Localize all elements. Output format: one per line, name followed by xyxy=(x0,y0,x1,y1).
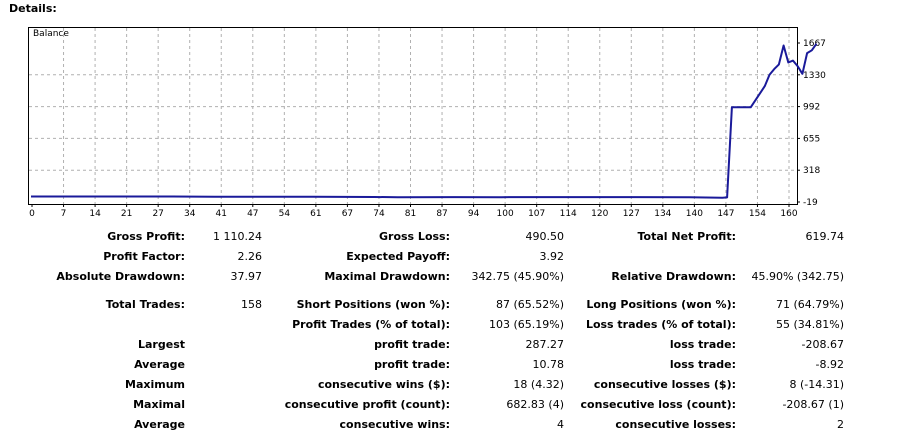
stat-label: Maximal Drawdown: xyxy=(324,270,450,283)
x-tick-label: 147 xyxy=(717,209,734,219)
x-tick-label: 100 xyxy=(497,209,514,219)
stat-value: 490.50 xyxy=(525,230,565,243)
x-tick-label: 127 xyxy=(623,209,640,219)
x-tick-label: 47 xyxy=(247,209,258,219)
stat-label: loss trade: xyxy=(669,358,736,371)
stat-value: -8.92 xyxy=(815,358,844,371)
details-heading: Details: xyxy=(9,2,57,15)
stat-value: 158 xyxy=(241,298,262,311)
y-tick-label: -19 xyxy=(803,198,818,208)
stat-label: consecutive losses: xyxy=(615,418,736,431)
stat-value: 342.75 (45.90%) xyxy=(471,270,564,283)
stat-value: 103 (65.19%) xyxy=(488,318,564,331)
stat-label: Total Net Profit: xyxy=(637,230,737,243)
x-tick-label: 120 xyxy=(591,209,608,219)
x-tick-label: 74 xyxy=(373,209,385,219)
stat-value: 55 (34.81%) xyxy=(775,318,844,331)
x-tick-label: 81 xyxy=(405,209,416,219)
stat-label: Total Trades: xyxy=(105,298,185,311)
stat-value: 3.92 xyxy=(539,250,565,263)
stat-label: Relative Drawdown: xyxy=(611,270,736,283)
stat-label: Average xyxy=(134,418,185,431)
stat-label: Expected Payoff: xyxy=(346,250,450,263)
stat-label: Average xyxy=(134,358,185,371)
x-tick-label: 94 xyxy=(468,209,480,219)
y-tick-label: 1330 xyxy=(803,71,826,81)
stat-label: Gross Profit: xyxy=(107,230,185,243)
x-tick-label: 114 xyxy=(560,209,577,219)
stat-label: Maximal xyxy=(133,398,185,411)
x-tick-label: 134 xyxy=(654,209,671,219)
x-tick-label: 140 xyxy=(686,209,703,219)
x-tick-label: 21 xyxy=(121,209,132,219)
stat-label: Absolute Drawdown: xyxy=(56,270,185,283)
y-tick-label: 992 xyxy=(803,103,820,113)
stat-value: 18 (4.32) xyxy=(513,378,564,391)
stat-label: Gross Loss: xyxy=(379,230,450,243)
x-tick-label: 67 xyxy=(342,209,353,219)
x-tick-label: 87 xyxy=(436,209,447,219)
stat-value: 682.83 (4) xyxy=(506,398,564,411)
stat-value: 45.90% (342.75) xyxy=(751,270,844,283)
stat-value: 71 (64.79%) xyxy=(775,298,844,311)
stat-value: 37.97 xyxy=(230,270,263,283)
x-tick-label: 107 xyxy=(528,209,545,219)
stat-label: Short Positions (won %): xyxy=(296,298,450,311)
stat-label: consecutive losses ($): xyxy=(593,378,736,391)
stat-value: 619.74 xyxy=(805,230,845,243)
stat-value: 2 xyxy=(837,418,844,431)
stat-label: Long Positions (won %): xyxy=(586,298,736,311)
x-tick-label: 14 xyxy=(89,209,101,219)
stat-label: Profit Factor: xyxy=(103,250,185,263)
x-tick-label: 27 xyxy=(152,209,163,219)
x-tick-label: 54 xyxy=(279,209,291,219)
stat-value: 287.27 xyxy=(525,338,565,351)
stat-value: -208.67 (1) xyxy=(782,398,844,411)
chart-legend: Balance xyxy=(33,29,69,39)
balance-chart: Balance xyxy=(28,27,798,205)
stat-label: consecutive wins ($): xyxy=(317,378,450,391)
stat-label: profit trade: xyxy=(374,358,450,371)
stat-label: loss trade: xyxy=(669,338,736,351)
x-tick-label: 0 xyxy=(29,209,35,219)
y-tick-label: 655 xyxy=(803,134,820,144)
stat-label: Profit Trades (% of total): xyxy=(292,318,450,331)
stat-value: 1 110.24 xyxy=(213,230,262,243)
stat-value: 4 xyxy=(557,418,564,431)
stat-label: consecutive loss (count): xyxy=(580,398,736,411)
stat-value: -208.67 xyxy=(801,338,844,351)
stat-value: 87 (65.52%) xyxy=(495,298,564,311)
stat-value: 10.78 xyxy=(532,358,565,371)
stat-value: 2.26 xyxy=(237,250,263,263)
stat-label: consecutive wins: xyxy=(339,418,450,431)
stat-value: 8 (-14.31) xyxy=(789,378,844,391)
balance-series-line xyxy=(31,43,818,199)
x-tick-label: 61 xyxy=(310,209,321,219)
stat-label: consecutive profit (count): xyxy=(284,398,450,411)
y-tick-label: 318 xyxy=(803,166,820,176)
x-tick-label: 41 xyxy=(216,209,227,219)
stat-label: Loss trades (% of total): xyxy=(585,318,736,331)
stat-label: profit trade: xyxy=(374,338,450,351)
x-tick-label: 34 xyxy=(184,209,196,219)
balance-chart-svg: 1667 1330 992 655 318 -19 0 7 14 21 27 34 41 47 54 61 67… xyxy=(29,28,826,219)
x-tick-label: 160 xyxy=(780,209,797,219)
stat-label: Maximum xyxy=(125,378,185,391)
stat-label: Largest xyxy=(138,338,185,351)
x-tick-label: 154 xyxy=(749,209,766,219)
x-tick-label: 7 xyxy=(61,209,67,219)
y-tick-label: 1667 xyxy=(803,39,826,49)
